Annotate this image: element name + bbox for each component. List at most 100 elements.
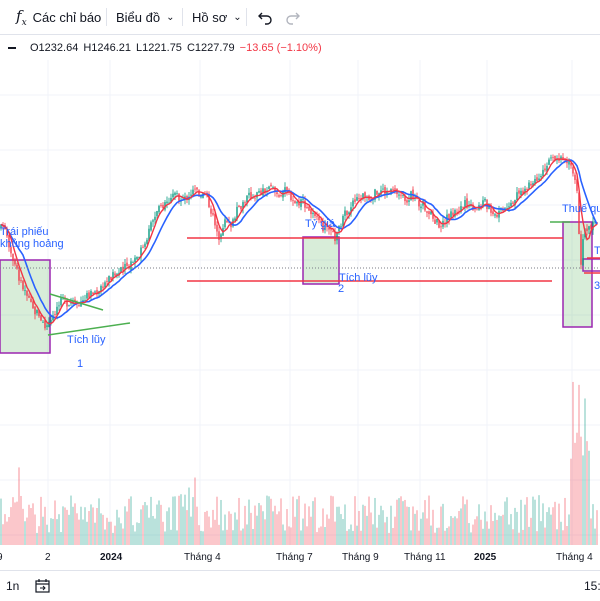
collapse-legend-icon[interactable] [8, 47, 16, 49]
candle-body [582, 239, 584, 266]
candle-body [534, 178, 536, 185]
candle-body [348, 212, 350, 215]
volume-bar [452, 517, 454, 545]
volume-bar [72, 506, 74, 545]
undo-button[interactable] [256, 0, 274, 34]
candle-body [352, 200, 354, 207]
volume-bar [282, 524, 284, 545]
volume-bar [334, 521, 336, 545]
chevron-down-icon: ⌄ [233, 11, 242, 23]
date-range-button[interactable] [34, 571, 52, 601]
volume-bar [110, 521, 112, 545]
volume-bar [420, 518, 422, 545]
volume-bar [478, 504, 480, 545]
volume-bar [362, 504, 364, 545]
candle-body [166, 201, 168, 204]
volume-bar [54, 500, 56, 545]
candle-body [260, 190, 262, 195]
volume-bar [128, 498, 130, 545]
candle-body [308, 206, 310, 211]
candle-body [344, 210, 346, 216]
volume-bar [594, 528, 596, 545]
volume-bar [144, 502, 146, 545]
volume-bar [502, 514, 504, 545]
volume-bar [560, 521, 562, 545]
candle-body [292, 200, 294, 202]
volume-bar [120, 523, 122, 545]
candle-body [342, 215, 344, 227]
candle-body [100, 285, 102, 293]
volume-bar [534, 499, 536, 545]
volume-bar [250, 512, 252, 545]
candle-body [418, 200, 420, 207]
indicators-button[interactable]: fx Các chỉ báo [16, 0, 101, 34]
volume-bar [82, 519, 84, 545]
volume-bar [208, 516, 210, 545]
volume-bar [416, 510, 418, 545]
interval-button[interactable]: 1n [6, 571, 19, 601]
volume-bar [74, 503, 76, 545]
volume-bar [212, 509, 214, 545]
volume-bar [108, 521, 110, 545]
candle-body [516, 192, 518, 201]
candle-body [238, 205, 240, 207]
volume-bar [124, 506, 126, 545]
candle-body [14, 259, 16, 265]
volume-bar [116, 509, 118, 545]
candle-body [170, 197, 172, 204]
price-chart[interactable]: Trái phiếu khủng hoảng Tích lũy 1 Tỷ giá… [0, 60, 600, 570]
candle-body [240, 206, 242, 210]
redo-button[interactable] [284, 0, 302, 34]
volume-bar [100, 513, 102, 545]
x-tick-label: 9 [0, 552, 3, 563]
volume-bar [436, 527, 438, 545]
candle-body [48, 321, 50, 328]
volume-bar [158, 500, 160, 545]
candle-body [324, 225, 326, 231]
candle-body [38, 310, 40, 317]
candle-body [354, 199, 356, 202]
candle-body [28, 295, 30, 298]
volume-bar [198, 525, 200, 545]
profile-button[interactable]: Hồ sơ ⌄ [192, 0, 242, 34]
highlight-box [562, 221, 593, 328]
candle-body [434, 219, 436, 224]
volume-bar [410, 530, 412, 545]
candle-body [112, 272, 114, 279]
volume-bar [388, 532, 390, 545]
candle-body [20, 280, 22, 281]
volume-bar [336, 506, 338, 545]
candle-body [332, 231, 334, 233]
volume-bar [374, 497, 376, 545]
candle-body [350, 207, 352, 214]
candle-body [474, 208, 476, 210]
candle-body [384, 187, 386, 195]
candle-body [60, 298, 62, 306]
candle-body [554, 155, 556, 161]
candle-body [192, 189, 194, 195]
candle-body [538, 178, 540, 181]
candle-body [22, 280, 24, 290]
candle-body [448, 213, 450, 220]
volume-bar [306, 526, 308, 545]
volume-bar [400, 496, 402, 545]
candle-body [456, 211, 458, 213]
volume-bar [470, 532, 472, 545]
volume-bar [160, 504, 162, 545]
candle-body [226, 220, 228, 223]
label-number-3: 3 [594, 280, 600, 292]
candle-body [404, 195, 406, 202]
candle-body [160, 204, 162, 206]
volume-bar [308, 506, 310, 545]
volume-bar [464, 504, 466, 545]
volume-bar [6, 521, 8, 545]
volume-bar [592, 504, 594, 545]
volume-bar [550, 514, 552, 545]
candle-body [272, 187, 274, 188]
volume-bar [524, 504, 526, 545]
chart-type-button[interactable]: Biểu đồ ⌄ [116, 0, 174, 34]
candle-body [30, 298, 32, 302]
volume-bar [210, 527, 212, 545]
volume-bar [428, 495, 430, 545]
candle-body [394, 188, 396, 190]
